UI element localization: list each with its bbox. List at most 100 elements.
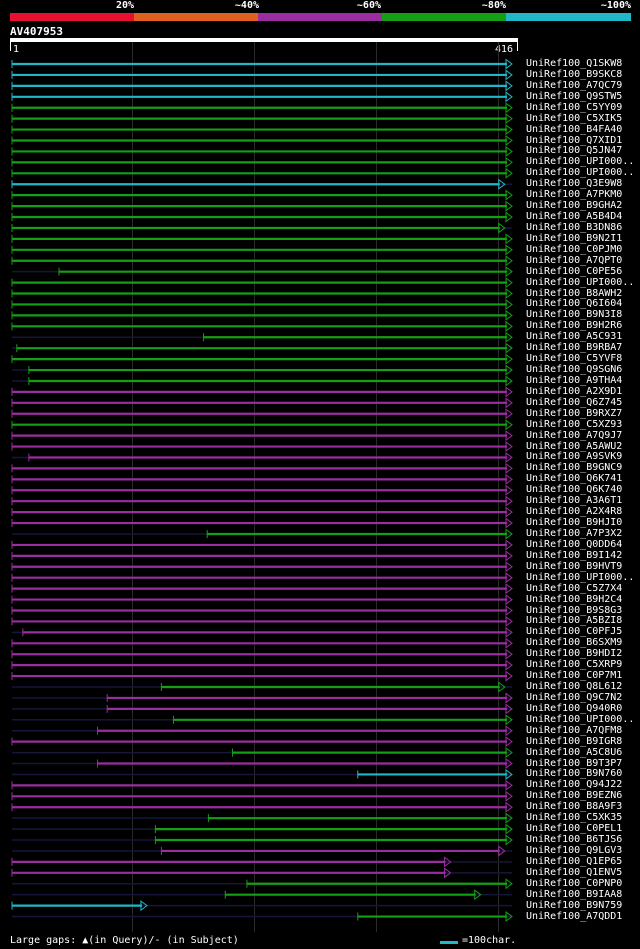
hit-label[interactable]: UniRef100_A5C8U6 — [526, 746, 623, 758]
hit-label[interactable]: UniRef100_Q940R0 — [526, 702, 623, 714]
hit-end-arrow — [505, 397, 513, 409]
grid-line — [498, 42, 499, 932]
hit-end-arrow — [505, 277, 513, 289]
hit-label[interactable]: UniRef100_B9RBA7 — [526, 342, 623, 354]
hit-label[interactable]: UniRef100_A7QC79 — [526, 79, 623, 91]
hit-label[interactable]: UniRef100_A5BZI8 — [526, 615, 623, 627]
hit-label[interactable]: UniRef100_Q5JN47 — [526, 145, 623, 157]
hit-label[interactable]: UniRef100_C5XIK5 — [526, 112, 623, 124]
hit-label[interactable]: UniRef100_B9H2R6 — [526, 320, 623, 332]
hit-label[interactable]: UniRef100_B8AWH2 — [526, 287, 623, 299]
hit-label[interactable]: UniRef100_B9IGR8 — [526, 735, 623, 747]
hit-label[interactable]: UniRef100_C0PFJ5 — [526, 626, 623, 638]
hit-label[interactable]: UniRef100_B6TJS6 — [526, 834, 623, 846]
hit-label[interactable]: UniRef100_A7PKM0 — [526, 189, 623, 201]
band-60 — [258, 13, 382, 21]
hit-end-arrow — [505, 451, 513, 463]
hit-label[interactable]: UniRef100_Q3E9W8 — [526, 178, 623, 190]
hit-label[interactable]: UniRef100_Q9C7N2 — [526, 691, 623, 703]
hit-label[interactable]: UniRef100_B8A9F3 — [526, 801, 623, 813]
hit-label[interactable]: UniRef100_Q6I604 — [526, 298, 623, 310]
hit-label[interactable]: UniRef100_A7Q9J7 — [526, 429, 623, 441]
query-end-label: 416 — [495, 44, 514, 55]
hit-label[interactable]: UniRef100_B9S8G3 — [526, 604, 623, 616]
hit-label[interactable]: UniRef100_UPI000.. — [526, 276, 635, 288]
hit-label[interactable]: UniRef100_C5XRP9 — [526, 659, 623, 671]
hit-end-arrow — [505, 156, 513, 168]
hit-label[interactable]: UniRef100_A7QFM8 — [526, 724, 623, 736]
hit-label[interactable]: UniRef100_A2X4R8 — [526, 506, 623, 518]
hit-label[interactable]: UniRef100_B9GNC9 — [526, 462, 623, 474]
hit-label[interactable]: UniRef100_A7P3X2 — [526, 527, 623, 539]
hit-label[interactable]: UniRef100_C5XK35 — [526, 812, 623, 824]
hit-label[interactable]: UniRef100_UPI000.. — [526, 713, 635, 725]
hit-label[interactable]: UniRef100_Q7XID1 — [526, 134, 623, 146]
hit-label[interactable]: UniRef100_C0PEL1 — [526, 823, 623, 835]
hit-end-arrow — [505, 670, 513, 682]
hit-label[interactable]: UniRef100_C5XZ93 — [526, 418, 623, 430]
hit-label[interactable]: UniRef100_A7QDD1 — [526, 910, 623, 922]
hit-label[interactable]: UniRef100_A9SVK9 — [526, 451, 623, 463]
hit-label[interactable]: UniRef100_Q1ENV5 — [526, 866, 623, 878]
band-40 — [134, 13, 258, 21]
hit-label[interactable]: UniRef100_B9H2C4 — [526, 593, 623, 605]
hit-end-arrow — [505, 255, 513, 267]
hit-label[interactable]: UniRef100_C5YVF8 — [526, 353, 623, 365]
hit-label[interactable]: UniRef100_B4FA40 — [526, 123, 623, 135]
hit-end-arrow — [505, 441, 513, 453]
hit-label[interactable]: UniRef100_UPI000.. — [526, 156, 635, 168]
hit-label[interactable]: UniRef100_B9RXZ7 — [526, 407, 623, 419]
hit-label[interactable]: UniRef100_A2X9D1 — [526, 385, 623, 397]
hit-label[interactable]: UniRef100_Q9STW5 — [526, 90, 623, 102]
hit-end-arrow — [505, 211, 513, 223]
hit-label[interactable]: UniRef100_B9N3I8 — [526, 309, 623, 321]
hit-end-arrow — [505, 659, 513, 671]
hit-label[interactable]: UniRef100_C5YY09 — [526, 101, 623, 113]
hit-end-arrow — [505, 189, 513, 201]
hit-label[interactable]: UniRef100_B9EZN6 — [526, 790, 623, 802]
hit-label[interactable]: UniRef100_A5AWU2 — [526, 440, 623, 452]
hit-label[interactable]: UniRef100_B9HVT9 — [526, 560, 623, 572]
hit-label[interactable]: UniRef100_C0PNP0 — [526, 877, 623, 889]
band-100 — [506, 13, 631, 21]
hit-label[interactable]: UniRef100_C5Z7X4 — [526, 582, 623, 594]
hit-label[interactable]: UniRef100_A5B4D4 — [526, 211, 623, 223]
hit-label[interactable]: UniRef100_Q1EP65 — [526, 855, 623, 867]
hit-label[interactable]: UniRef100_Q94J22 — [526, 779, 623, 791]
hit-end-arrow — [505, 801, 513, 813]
hit-label[interactable]: UniRef100_UPI000.. — [526, 571, 635, 583]
hit-label[interactable]: UniRef100_Q8L612 — [526, 681, 623, 692]
hit-label[interactable]: UniRef100_B9HJI0 — [526, 517, 623, 529]
hit-label[interactable]: UniRef100_B9HDI2 — [526, 648, 623, 660]
hit-label[interactable]: UniRef100_Q9LGV3 — [526, 844, 623, 856]
hit-end-arrow — [505, 615, 513, 627]
scale-legend-text: =100char. — [462, 935, 517, 946]
hit-label[interactable]: UniRef100_A5C931 — [526, 331, 623, 343]
hit-label[interactable]: UniRef100_A9THA4 — [526, 374, 623, 386]
hit-label[interactable]: UniRef100_Q6K740 — [526, 484, 623, 496]
percent-label-40: ~40% — [234, 0, 259, 11]
hit-label[interactable]: UniRef100_B9GHA2 — [526, 200, 623, 212]
hit-label[interactable]: UniRef100_UPI000.. — [526, 167, 635, 179]
hit-label[interactable]: UniRef100_Q1SKW8 — [526, 58, 623, 69]
hit-label[interactable]: UniRef100_B9N760 — [526, 768, 623, 780]
hit-label[interactable]: UniRef100_B9N2I1 — [526, 232, 623, 244]
hit-label[interactable]: UniRef100_Q6Z745 — [526, 396, 623, 408]
hit-label[interactable]: UniRef100_B9IAA8 — [526, 888, 623, 900]
hit-label[interactable]: UniRef100_Q9SGN6 — [526, 364, 623, 376]
hit-label[interactable]: UniRef100_C0PE56 — [526, 265, 623, 277]
hit-end-arrow — [505, 768, 513, 780]
hit-label[interactable]: UniRef100_B3DN86 — [526, 221, 623, 233]
hit-end-arrow — [505, 375, 513, 387]
hit-label[interactable]: UniRef100_A3A6T1 — [526, 495, 623, 507]
hit-label[interactable]: UniRef100_B9I142 — [526, 549, 623, 561]
hit-label[interactable]: UniRef100_A7QPT0 — [526, 254, 623, 266]
hit-label[interactable]: UniRef100_C0PJM0 — [526, 243, 623, 255]
hit-label[interactable]: UniRef100_B9T3P7 — [526, 757, 623, 769]
hit-label[interactable]: UniRef100_B9SKC8 — [526, 68, 623, 80]
hit-label[interactable]: UniRef100_Q6K741 — [526, 473, 623, 485]
hit-label[interactable]: UniRef100_B9N759 — [526, 899, 623, 911]
hit-label[interactable]: UniRef100_C0P7M1 — [526, 670, 623, 682]
hit-label[interactable]: UniRef100_B6SXM9 — [526, 637, 623, 649]
hit-label[interactable]: UniRef100_Q0DD64 — [526, 538, 623, 550]
